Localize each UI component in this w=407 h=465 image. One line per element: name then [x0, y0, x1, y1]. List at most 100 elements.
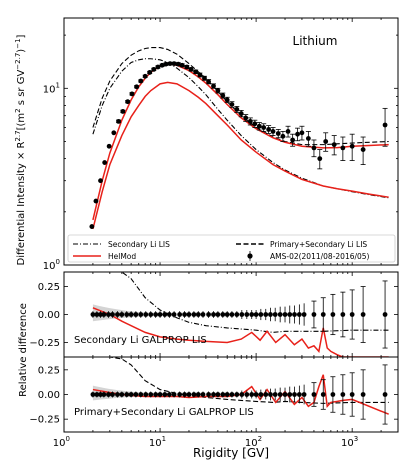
- data-point: [163, 61, 169, 67]
- data-point: [111, 130, 117, 136]
- data-point: [220, 392, 226, 397]
- data-point: [157, 312, 163, 317]
- data-point: [258, 312, 264, 317]
- data-point: [323, 139, 329, 144]
- data-point: [175, 61, 181, 67]
- data-point: [182, 392, 187, 397]
- data-point: [138, 312, 144, 317]
- data-point: [98, 392, 103, 397]
- data-point: [292, 392, 297, 397]
- data-point: [287, 392, 293, 397]
- data-point: [211, 83, 216, 89]
- data-point: [120, 109, 126, 114]
- y-tick-label: 100: [43, 258, 60, 272]
- data-point: [197, 72, 203, 78]
- data-point: [263, 312, 269, 317]
- data-point: [167, 61, 173, 66]
- data-point: [349, 312, 355, 317]
- data-point: [215, 88, 221, 94]
- plot-area: [90, 272, 389, 357]
- data-point: [200, 392, 206, 397]
- data-point: [153, 312, 159, 317]
- data-point: [143, 392, 149, 397]
- data-point: [155, 64, 161, 70]
- data-point: [119, 312, 125, 317]
- y-tick-label: −0.25: [29, 415, 60, 426]
- data-point: [285, 129, 291, 134]
- data-point: [275, 131, 281, 136]
- data-point: [166, 312, 172, 317]
- data-point: [202, 75, 207, 81]
- data-point: [277, 392, 283, 397]
- y-tick-label: 0.00: [38, 310, 60, 321]
- data-point: [159, 62, 165, 68]
- data-point: [253, 392, 259, 397]
- primary-secondary-panel-annotation: Primary+Secondary Li GALPROP LIS: [74, 407, 254, 418]
- data-point: [186, 392, 192, 397]
- data-point: [243, 115, 249, 121]
- data-point: [124, 392, 130, 397]
- series-line: [92, 307, 389, 357]
- legend-label-secondary: Secondary Li LIS: [108, 240, 170, 249]
- data-point: [239, 312, 245, 317]
- x-tick-label: 100: [53, 435, 70, 449]
- data-point: [211, 312, 216, 317]
- data-point: [138, 78, 144, 84]
- data-point: [234, 106, 240, 112]
- x-axis-label: Rigidity [GV]: [193, 446, 269, 460]
- data-point: [247, 118, 253, 124]
- data-point: [301, 312, 307, 317]
- data-point: [253, 312, 259, 317]
- data-point: [182, 312, 187, 317]
- data-point: [98, 312, 103, 317]
- data-point: [101, 392, 107, 397]
- data-point: [179, 62, 185, 68]
- flux-panel: 100 101: [43, 17, 399, 272]
- legend-label-ams: AMS-02(2011/08-2016/05): [270, 252, 370, 261]
- flux-y-axis-label: Differential Intensity × R2.7[(m2 s sr G…: [14, 34, 27, 265]
- y-tick-label: 0.25: [38, 282, 60, 293]
- data-point: [340, 312, 346, 317]
- data-point: [263, 392, 269, 397]
- data-point: [206, 392, 211, 397]
- data-point: [184, 64, 190, 70]
- y-tick-label: 0.25: [38, 365, 60, 376]
- secondary-panel-annotation: Secondary Li GALPROP LIS: [74, 335, 207, 346]
- data-point: [153, 392, 159, 397]
- data-point: [272, 392, 278, 397]
- data-point: [382, 392, 388, 397]
- data-point: [90, 312, 96, 317]
- data-point: [115, 312, 120, 317]
- data-point: [110, 312, 115, 317]
- data-point: [138, 392, 144, 397]
- data-point: [110, 392, 115, 397]
- data-point: [94, 312, 100, 317]
- data-point: [206, 79, 211, 85]
- y-tick-label: 0.00: [38, 390, 60, 401]
- plot-area: [90, 357, 389, 425]
- data-point: [360, 392, 366, 397]
- data-point: [382, 122, 388, 128]
- data-point: [220, 93, 226, 98]
- data-point: [133, 312, 139, 317]
- data-point: [171, 61, 177, 66]
- data-point: [142, 73, 148, 79]
- data-point: [215, 392, 221, 397]
- data-point: [191, 392, 197, 397]
- legend-label-primary-secondary: Primary+Secondary Li LIS: [270, 240, 367, 249]
- y-tick-label: 101: [43, 81, 60, 95]
- data-point: [106, 392, 111, 397]
- data-point: [224, 97, 230, 103]
- data-point: [258, 392, 264, 397]
- data-point: [311, 145, 317, 151]
- data-point: [360, 312, 366, 317]
- series-line: [92, 58, 389, 199]
- data-point: [234, 312, 240, 317]
- data-point: [331, 142, 337, 148]
- data-point: [229, 312, 235, 317]
- data-point: [162, 312, 168, 317]
- data-point: [360, 147, 366, 152]
- data-point: [134, 84, 140, 90]
- data-point: [106, 143, 112, 149]
- data-point: [340, 145, 346, 151]
